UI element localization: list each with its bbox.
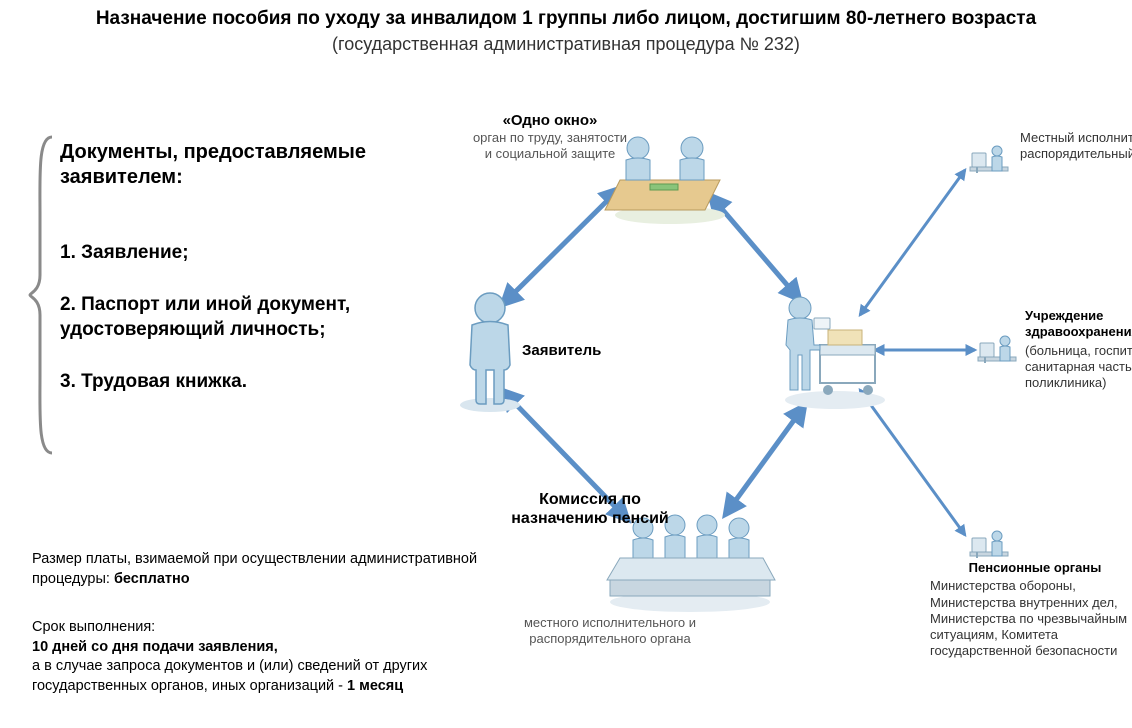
doc-item-1: 1. Заявление; — [60, 240, 380, 266]
onewindow-desc: орган по труду, занятости и социальной з… — [470, 130, 630, 161]
applicant-icon — [460, 293, 520, 412]
doc-item-3: 3. Трудовая книжка. — [60, 369, 380, 395]
doc-item-2: 2. Паспорт или иной документ, удостоверя… — [60, 292, 380, 343]
right2-title: Учреждение здравоохранения — [1025, 308, 1132, 341]
fee-text: Размер платы, взимаемой при осуществлени… — [32, 550, 492, 589]
page-title: Назначение пособия по уходу за инвалидом… — [0, 8, 1132, 30]
commission-icon — [607, 515, 775, 612]
brace-icon — [28, 135, 56, 455]
right2-text: (больница, госпиталь, медико-санитарная … — [1025, 343, 1132, 391]
right3-title: Пенсионные органы — [930, 560, 1132, 576]
commission-title: Комиссия по назначению пенсий — [490, 490, 690, 528]
onewindow-title: «Одно окно» — [470, 112, 630, 130]
hub-icon — [785, 297, 885, 409]
term-line2-bold: 1 месяц — [347, 678, 403, 694]
fee-value: бесплатно — [114, 571, 190, 587]
commission-desc-wrap: местного исполнительного и распорядитель… — [510, 615, 710, 646]
flow-diagram: «Одно окно» орган по труду, занятости и … — [430, 90, 1130, 710]
right1-text: Местный исполнительный и распорядительны… — [1020, 130, 1132, 161]
right3-text: Министерства обороны, Министерства внутр… — [930, 578, 1127, 658]
applicant-label: Заявитель — [522, 342, 642, 360]
page-subtitle: (государственная административная процед… — [0, 34, 1132, 55]
right2-icon — [978, 336, 1016, 363]
right3-label: Пенсионные органы Министерства обороны, … — [930, 560, 1132, 660]
applicant-title: Заявитель — [522, 342, 601, 359]
commission-desc: местного исполнительного и распорядитель… — [510, 615, 710, 646]
documents-heading: Документы, предоставляемые заявителем: — [60, 140, 380, 190]
right2-label: Учреждение здравоохранения (больница, го… — [1025, 308, 1132, 391]
right1-label: Местный исполнительный и распорядительны… — [1020, 130, 1132, 163]
documents-list: 1. Заявление; 2. Паспорт или иной докуме… — [60, 240, 380, 421]
right1-icon — [970, 146, 1008, 173]
onewindow-label: «Одно окно» орган по труду, занятости и … — [470, 112, 630, 161]
fee-label: Размер платы, взимаемой при осуществлени… — [32, 551, 477, 587]
right3-icon — [970, 531, 1008, 558]
commission-label: Комиссия по назначению пенсий — [490, 490, 690, 528]
